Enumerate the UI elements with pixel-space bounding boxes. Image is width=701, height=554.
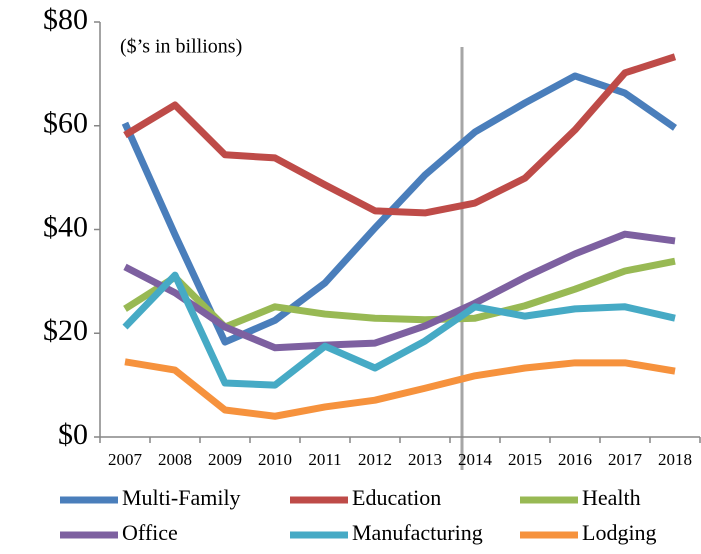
- x-tick-label: 2014: [458, 450, 493, 469]
- x-tick-label: 2018: [658, 450, 692, 469]
- legend-label: Multi-Family: [122, 485, 241, 510]
- series-line: [124, 358, 676, 420]
- x-tick-label: 2016: [558, 450, 592, 469]
- y-tick-label: $60: [43, 107, 88, 140]
- y-tick-label: $40: [43, 210, 88, 243]
- legend-label: Lodging: [582, 520, 657, 545]
- y-tick-label: $20: [43, 314, 88, 347]
- legend-label: Education: [352, 485, 441, 510]
- x-tick-label: 2015: [508, 450, 542, 469]
- legend-label: Office: [122, 520, 178, 545]
- x-tick-label: 2012: [358, 450, 392, 469]
- x-tick-label: 2007: [108, 450, 143, 469]
- legend-label: Manufacturing: [352, 520, 483, 545]
- y-tick-label: $0: [58, 418, 88, 451]
- x-tick-label: 2011: [308, 450, 341, 469]
- series-line: [123, 53, 677, 217]
- y-tick-label: $80: [43, 3, 88, 36]
- x-tick-label: 2008: [158, 450, 192, 469]
- x-tick-label: 2013: [408, 450, 442, 469]
- x-tick-label: 2010: [258, 450, 292, 469]
- series-line: [122, 271, 676, 389]
- annotation: ($’s in billions): [120, 36, 242, 58]
- legend-label: Health: [582, 485, 641, 510]
- series-line: [123, 230, 676, 352]
- x-tick-label: 2009: [208, 450, 242, 469]
- x-tick-label: 2017: [608, 450, 643, 469]
